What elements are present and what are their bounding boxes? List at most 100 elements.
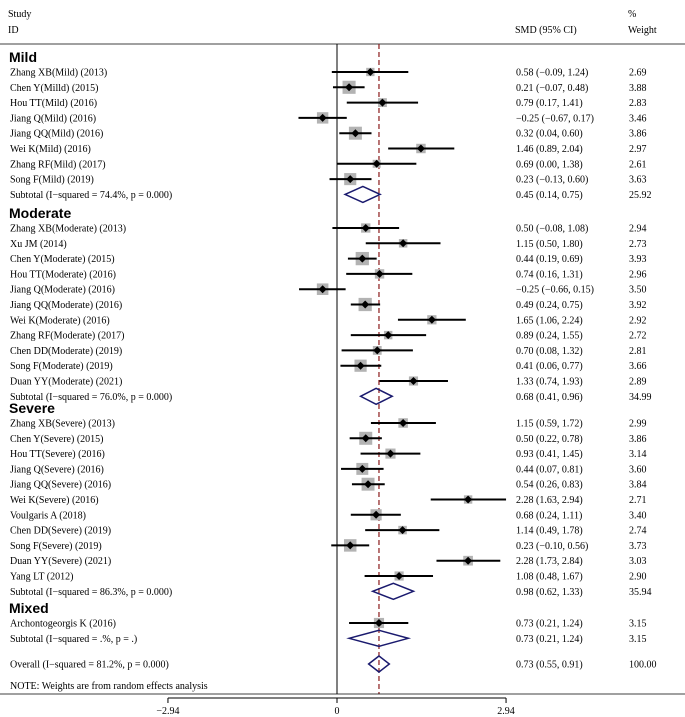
study-weight: 2.96 xyxy=(629,269,647,280)
point-estimate xyxy=(364,480,373,489)
header-id: ID xyxy=(8,25,19,36)
study-weight: 3.14 xyxy=(629,449,647,460)
study-weight: 3.86 xyxy=(629,129,647,140)
subtotal-weight: 25.92 xyxy=(629,190,652,201)
subtotal-diamond xyxy=(370,582,416,601)
study-ci: 1.15 (0.59, 1.72) xyxy=(516,419,583,430)
study-ci: 1.08 (0.48, 1.67) xyxy=(516,572,583,583)
point-estimate xyxy=(464,556,473,565)
point-estimate xyxy=(374,619,383,627)
point-estimate xyxy=(361,434,370,443)
study-label: Chen DD(Severe) (2019) xyxy=(10,526,111,537)
study-ci: 0.74 (0.16, 1.31) xyxy=(516,269,583,280)
group-heading: Mixed xyxy=(9,600,49,616)
study-label: Jiang Q(Moderate) (2016) xyxy=(10,285,115,296)
study-weight: 3.93 xyxy=(629,254,647,265)
study-weight: 3.50 xyxy=(629,285,647,296)
point-estimate xyxy=(358,464,367,473)
study-label: Duan YY(Moderate) (2021) xyxy=(10,377,122,388)
study-label: Voulgaris A (2018) xyxy=(10,510,86,521)
point-estimate xyxy=(373,346,382,355)
study-weight: 2.74 xyxy=(629,526,647,537)
subtotal-weight: 34.99 xyxy=(629,392,652,403)
study-weight: 3.03 xyxy=(629,556,647,567)
study-weight: 3.92 xyxy=(629,300,647,311)
study-label: Archontogeorgis K (2016) xyxy=(10,619,116,630)
study-label: Jiang Q(Mild) (2016) xyxy=(10,113,96,124)
overall-diamond xyxy=(367,655,391,673)
point-estimate xyxy=(361,300,370,309)
study-weight: 2.69 xyxy=(629,68,647,79)
study-ci: 0.50 (0.22, 0.78) xyxy=(516,434,583,445)
point-estimate xyxy=(378,98,387,107)
point-estimate xyxy=(318,113,327,122)
study-label: Zhang XB(Moderate) (2013) xyxy=(10,224,126,235)
study-label: Wei K(Severe) (2016) xyxy=(10,495,99,506)
study-weight: 3.40 xyxy=(629,510,647,521)
point-estimate xyxy=(346,175,355,184)
study-weight: 3.66 xyxy=(629,361,647,372)
point-estimate xyxy=(386,449,395,458)
study-label: Zhang RF(Mild) (2017) xyxy=(10,159,106,170)
study-ci: 2.28 (1.63, 2.94) xyxy=(516,495,583,506)
study-label: Song F(Mild) (2019) xyxy=(10,175,94,186)
study-weight: 2.72 xyxy=(629,331,647,342)
group-heading: Severe xyxy=(9,400,55,416)
subtotal-ci: 0.98 (0.62, 1.33) xyxy=(516,587,583,598)
study-label: Xu JM (2014) xyxy=(10,239,67,250)
study-weight: 2.94 xyxy=(629,224,647,235)
point-estimate xyxy=(427,315,436,324)
point-estimate xyxy=(361,224,370,232)
study-label: Jiang Q(Severe) (2016) xyxy=(10,464,104,475)
point-estimate xyxy=(351,129,360,138)
x-tick-label: −2.94 xyxy=(156,706,179,717)
study-label: Wei K(Mild) (2016) xyxy=(10,144,91,155)
study-ci: 0.58 (−0.09, 1.24) xyxy=(516,68,588,79)
study-label: Song F(Severe) (2019) xyxy=(10,541,102,552)
point-estimate xyxy=(416,144,425,153)
point-estimate xyxy=(399,419,408,427)
study-weight: 3.63 xyxy=(629,175,647,186)
x-tick-label: 2.94 xyxy=(497,706,515,717)
study-label: Hou TT(Mild) (2016) xyxy=(10,98,97,109)
study-ci: 0.49 (0.24, 0.75) xyxy=(516,300,583,311)
study-weight: 2.73 xyxy=(629,239,647,250)
overall-weight: 100.00 xyxy=(629,660,657,671)
study-weight: 2.97 xyxy=(629,144,647,155)
header-effect: SMD (95% CI) xyxy=(515,25,577,36)
group-heading: Moderate xyxy=(9,205,71,221)
study-label: Hou TT(Severe) (2016) xyxy=(10,449,105,460)
point-estimate xyxy=(358,254,367,263)
point-estimate xyxy=(375,269,384,278)
subtotal-diamond xyxy=(343,185,382,204)
study-weight: 3.15 xyxy=(629,619,647,630)
study-weight: 2.99 xyxy=(629,419,647,430)
study-weight: 3.46 xyxy=(629,113,647,124)
point-estimate xyxy=(409,377,418,385)
study-ci: 0.93 (0.41, 1.45) xyxy=(516,449,583,460)
footnote: NOTE: Weights are from random effects an… xyxy=(10,681,208,692)
point-estimate xyxy=(398,526,407,535)
subtotal-weight: 3.15 xyxy=(629,634,647,645)
study-label: Chen Y(Moderate) (2015) xyxy=(10,254,115,265)
subtotal-ci: 0.73 (0.21, 1.24) xyxy=(516,634,583,645)
x-tick-label: 0 xyxy=(335,706,340,717)
subtotal-ci: 0.68 (0.41, 0.96) xyxy=(516,392,583,403)
study-label: Jiang QQ(Severe) (2016) xyxy=(10,480,111,491)
study-ci: −0.25 (−0.67, 0.17) xyxy=(516,113,594,124)
study-ci: 0.69 (0.00, 1.38) xyxy=(516,159,583,170)
study-label: Song F(Moderate) (2019) xyxy=(10,361,113,372)
header-weight: Weight xyxy=(628,25,657,36)
study-weight: 3.86 xyxy=(629,434,647,445)
study-ci: 1.14 (0.49, 1.78) xyxy=(516,526,583,537)
study-label: Hou TT(Moderate) (2016) xyxy=(10,269,116,280)
study-weight: 2.61 xyxy=(629,159,647,170)
subtotal-label: Subtotal (I−squared = 74.4%, p = 0.000) xyxy=(10,190,172,201)
point-estimate xyxy=(346,541,355,550)
point-estimate xyxy=(356,361,365,370)
study-weight: 2.83 xyxy=(629,98,647,109)
subtotal-label: Subtotal (I−squared = 86.3%, p = 0.000) xyxy=(10,587,172,598)
study-ci: 0.54 (0.26, 0.83) xyxy=(516,480,583,491)
point-estimate xyxy=(384,331,393,340)
study-label: Zhang XB(Severe) (2013) xyxy=(10,419,115,430)
